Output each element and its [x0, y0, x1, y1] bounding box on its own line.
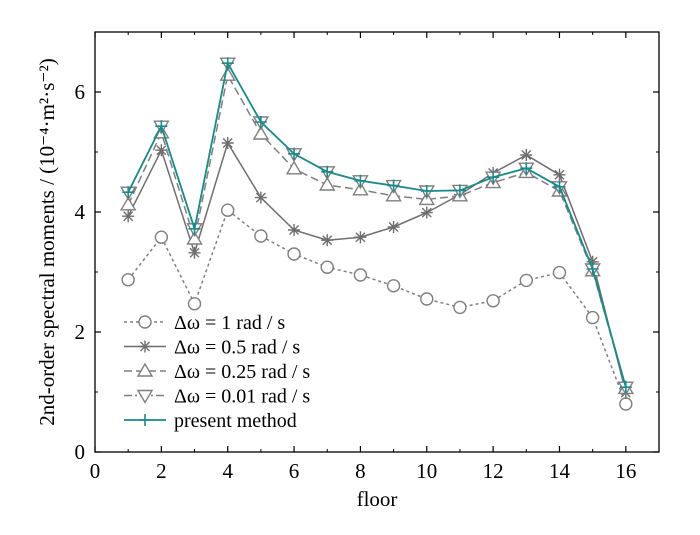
data-point [287, 247, 301, 261]
legend-item: Δω = 1 rad / s [124, 312, 285, 334]
data-point [252, 125, 270, 140]
data-point [387, 179, 400, 192]
y-tick-label: 6 [75, 80, 86, 104]
data-point [254, 229, 268, 243]
data-point [155, 120, 168, 133]
data-point [320, 260, 334, 274]
data-point [453, 300, 467, 315]
data-point [188, 222, 201, 235]
data-point [520, 162, 533, 175]
data-point [121, 273, 135, 287]
x-tick-label: 0 [90, 459, 101, 483]
x-tick-label: 10 [416, 459, 437, 483]
data-point [319, 176, 336, 191]
data-point [288, 224, 301, 236]
legend-marker [136, 389, 154, 404]
legend-label: present method [174, 410, 297, 432]
data-point [420, 185, 433, 197]
data-point [553, 168, 566, 181]
legend-item: Δω = 0.5 rad / s [124, 337, 300, 359]
data-point [420, 206, 433, 219]
legend-label: Δω = 0.01 rad / s [174, 386, 310, 408]
data-point [619, 381, 632, 394]
y-tick-label: 0 [75, 440, 86, 464]
data-point [154, 230, 169, 244]
data-point [552, 265, 567, 280]
data-point [321, 234, 334, 247]
data-point [187, 297, 202, 311]
series-line [127, 141, 627, 393]
legend-item: Δω = 0.25 rad / s [124, 361, 310, 383]
data-point [221, 57, 234, 70]
legend-marker [139, 340, 151, 353]
data-point [353, 268, 368, 282]
data-point [553, 180, 566, 193]
series-group [121, 203, 633, 411]
x-tick-label: 8 [355, 459, 366, 483]
data-point [385, 187, 402, 202]
series-group [122, 57, 632, 394]
legend-label: Δω = 1 rad / s [174, 312, 285, 334]
legend-marker [138, 315, 152, 329]
legend-marker [136, 362, 154, 377]
data-point [254, 116, 267, 128]
data-point [619, 397, 633, 411]
legend-item: present method [124, 410, 297, 432]
legend-marker [139, 414, 151, 426]
x-tick-label: 16 [615, 459, 636, 483]
legend-item: Δω = 0.01 rad / s [124, 386, 310, 408]
x-tick-label: 4 [222, 459, 233, 483]
series-line [127, 208, 627, 405]
data-point [288, 147, 301, 160]
data-point [354, 231, 367, 244]
data-point [155, 144, 168, 157]
x-tick-label: 6 [289, 459, 300, 483]
data-point [254, 191, 267, 204]
data-point [453, 184, 466, 197]
data-point [487, 171, 500, 184]
data-point [420, 292, 434, 306]
data-point [119, 196, 137, 211]
legend-label: Δω = 0.5 rad / s [174, 337, 300, 359]
data-point [188, 246, 201, 259]
plot-frame [94, 31, 660, 453]
x-tick-label: 12 [483, 459, 504, 483]
data-point [386, 279, 401, 293]
y-tick-label: 4 [75, 200, 86, 224]
x-tick-label: 2 [156, 459, 167, 483]
y-tick-label: 2 [75, 320, 86, 344]
data-point [586, 263, 599, 275]
data-point [519, 273, 533, 288]
series-line [127, 73, 627, 389]
data-point [585, 310, 600, 325]
x-tick-label: 14 [549, 459, 571, 483]
data-point [186, 230, 203, 245]
data-point [354, 174, 367, 187]
data-point [122, 186, 135, 199]
data-point [387, 221, 400, 233]
data-point [221, 137, 234, 149]
data-point [285, 160, 303, 175]
data-point [122, 210, 135, 223]
data-point [486, 294, 500, 308]
data-point [520, 149, 533, 161]
data-point [586, 255, 599, 268]
x-axis-title: floor [357, 487, 398, 511]
legend-label: Δω = 0.25 rad / s [174, 361, 310, 383]
data-point [321, 165, 334, 178]
series-line [127, 60, 627, 388]
data-point [221, 203, 235, 217]
y-axis-title: 2nd-order spectral moments / (10⁻⁴·m²·s⁻… [35, 58, 59, 426]
